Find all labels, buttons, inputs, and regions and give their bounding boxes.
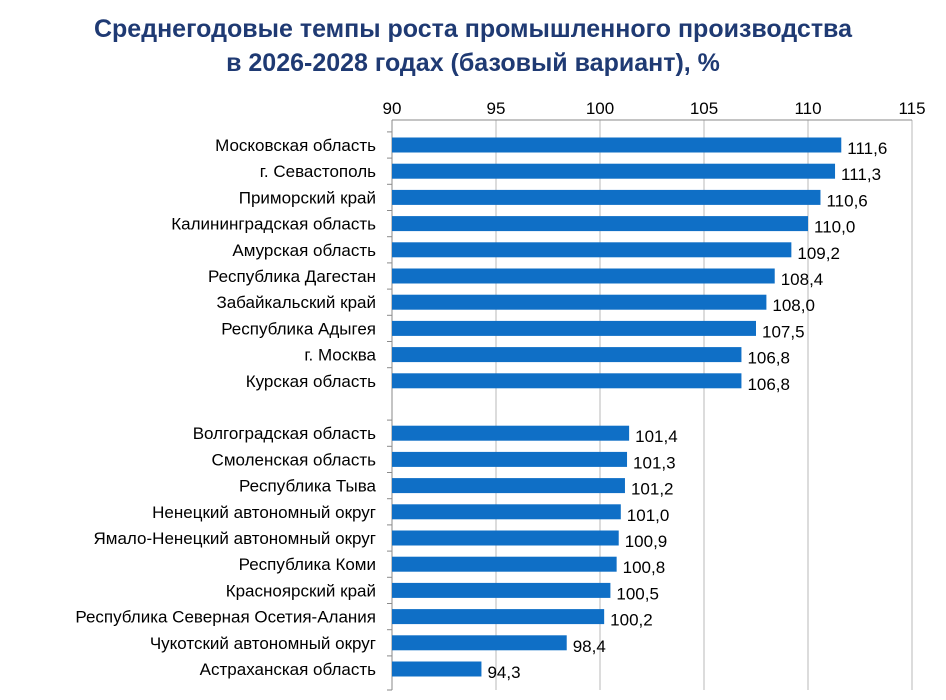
bar [392,137,842,153]
bar [392,609,605,625]
bar [392,320,756,336]
value-label: 101,4 [635,427,678,446]
value-label: 111,6 [847,139,887,158]
category-label: Республика Тыва [239,477,377,496]
value-label: 110,0 [814,218,855,237]
category-label: г. Севастополь [260,162,376,181]
bar [392,504,621,520]
value-label: 101,3 [633,453,676,472]
value-label: 111,3 [841,165,881,184]
category-label: Смоленская область [212,450,377,469]
category-label: Приморский край [239,188,376,207]
value-label: 108,4 [781,270,824,289]
chart-title-line-1: Среднегодовые темпы роста промышленного … [93,15,853,43]
category-label: Республика Адыгея [221,319,376,338]
category-label: Республика Дагестан [208,267,376,286]
value-label: 101,0 [627,506,670,525]
value-labels: 111,6 111,3 110,6 110,0 109,2 108,4 108,0 107,5… [487,139,887,682]
category-label: г. Москва [304,346,376,365]
category-label: Красноярский край [226,581,376,600]
bar [392,425,630,441]
x-tick-label: 110 [794,99,821,118]
value-label: 108,0 [772,296,815,315]
x-tick-label: 115 [898,99,925,118]
bar [392,163,836,179]
bar [392,478,625,494]
category-label: Калининградская область [171,215,376,234]
chart-title-line-2: в 2026-2028 годах (базовый вариант), % [226,49,720,77]
x-tick-label: 95 [487,99,506,118]
x-tick-label: 105 [690,99,718,118]
value-label: 107,5 [762,322,805,341]
category-label: Республика Коми [239,555,376,574]
category-label: Ненецкий автономный округ [152,503,376,522]
category-label: Астраханская область [200,660,376,679]
bar [392,661,482,677]
value-label: 106,8 [747,375,790,394]
bar [392,556,617,572]
value-label: 100,9 [625,532,668,551]
category-label: Ямало-Ненецкий автономный округ [94,529,376,548]
bar [392,347,742,363]
value-label: 101,2 [631,480,674,499]
category-label: Амурская область [232,241,376,260]
category-label: Республика Северная Осетия-Алания [75,608,376,627]
value-label: 106,8 [747,349,790,368]
chart-title: Среднегодовые темпы роста промышленного … [0,12,946,80]
x-tick-label: 90 [383,99,402,118]
bars [392,137,842,677]
category-label: Чукотский автономный округ [150,634,376,653]
value-label: 100,5 [616,584,659,603]
value-label: 109,2 [797,244,840,263]
category-labels: Московская область г. Севастополь Приморск… [75,136,376,679]
x-axis: 90 95 100 105 110 115 [383,99,926,691]
bar [392,216,808,232]
bar [392,189,821,205]
value-label: 110,6 [826,191,867,210]
category-label: Московская область [215,136,376,155]
category-label: Курская область [246,372,376,391]
value-label: 98,4 [573,637,606,656]
bar [392,294,767,310]
value-label: 100,8 [623,558,666,577]
bar [392,268,775,284]
bar [392,373,742,389]
bar [392,635,567,651]
x-tick-label: 100 [586,99,614,118]
category-label: Волгоградская область [193,424,376,443]
bar [392,530,619,546]
bar [392,582,611,598]
category-label: Забайкальский край [216,293,376,312]
bar [392,242,792,258]
value-label: 94,3 [487,663,520,682]
value-label: 100,2 [610,611,653,630]
bar [392,451,628,467]
